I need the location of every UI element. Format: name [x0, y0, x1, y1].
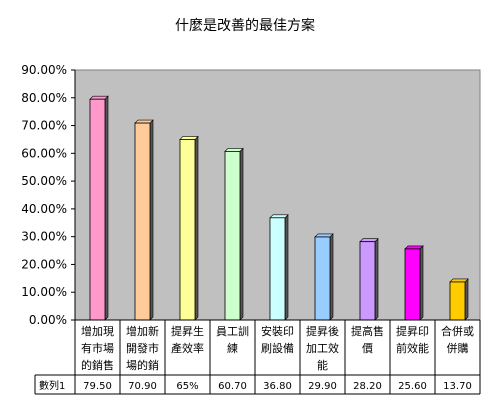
bar-side: [239, 147, 244, 321]
data-label: 65%: [176, 381, 198, 392]
bar-side: [464, 278, 469, 321]
chart-title: 什麼是改善的最佳方案: [175, 17, 315, 34]
y-tick-label: 30.00%: [21, 230, 67, 244]
bar: [404, 248, 421, 321]
category-label: 場的銷: [126, 358, 159, 372]
bar-side: [329, 233, 334, 321]
y-tick-label: 10.00%: [21, 285, 67, 299]
bar: [314, 236, 331, 321]
bar-side: [104, 95, 109, 321]
bar-top: [224, 148, 244, 152]
category-label: 有市場: [81, 341, 114, 355]
bar-top: [449, 278, 469, 283]
bar-top: [314, 233, 334, 238]
y-tick-label: 80.00%: [21, 91, 67, 105]
category-label: 提昇生: [171, 324, 204, 338]
series-name: 數列1: [39, 379, 65, 392]
y-tick-label: 90.00%: [21, 63, 67, 77]
category-label: 增加現: [81, 324, 114, 338]
bar-top: [134, 119, 154, 124]
bar-top: [269, 214, 289, 219]
data-label: 29.90: [308, 381, 337, 392]
y-tick-label: 40.00%: [21, 202, 67, 216]
bar-top: [89, 95, 109, 100]
bar: [224, 150, 241, 321]
bar-top: [359, 238, 379, 242]
category-label: 安裝印: [261, 324, 294, 338]
data-label: 28.20: [353, 381, 382, 392]
y-tick-label: 50.00%: [21, 174, 67, 188]
data-label: 36.80: [263, 381, 292, 392]
y-tick-label: 70.00%: [21, 119, 67, 133]
category-label: 增加新: [126, 324, 159, 338]
category-label: 提高售: [351, 324, 384, 338]
bar: [359, 241, 376, 321]
y-tick-label: 60.00%: [21, 146, 67, 160]
category-label: 提昇印: [396, 325, 429, 338]
category-label: 員工訓: [216, 324, 249, 338]
bar: [269, 217, 286, 321]
data-label: 79.50: [83, 381, 112, 392]
bar: [134, 122, 151, 321]
category-label: 合併或: [441, 324, 474, 338]
y-tick-label: 0.00%: [29, 313, 67, 327]
category-label: 刷設備: [261, 341, 294, 355]
bar: [179, 139, 196, 321]
bar: [449, 281, 466, 321]
category-label: 產效率: [171, 341, 204, 355]
bar-side: [284, 214, 289, 321]
category-label: 價: [362, 341, 373, 355]
bar-side: [419, 245, 424, 321]
y-tick-label: 20.00%: [21, 257, 67, 271]
category-label: 提昇後: [306, 324, 339, 338]
bar-side: [149, 119, 154, 321]
category-label: 能: [317, 358, 328, 372]
category-label: 加工效: [306, 341, 339, 355]
category-label: 的銷售: [81, 358, 114, 372]
data-label: 13.70: [443, 381, 472, 392]
category-label: 併購: [447, 341, 469, 355]
data-label: 25.60: [398, 381, 427, 392]
category-label: 練: [227, 341, 238, 355]
bar-top: [404, 245, 424, 250]
bar-top: [179, 136, 199, 140]
data-label: 70.90: [128, 381, 157, 392]
bar-side: [194, 135, 199, 321]
data-label: 60.70: [218, 381, 247, 392]
category-label: 前效能: [396, 341, 429, 355]
category-label: 開發市: [126, 341, 159, 355]
bar-side: [374, 237, 379, 321]
bar: [89, 98, 106, 321]
